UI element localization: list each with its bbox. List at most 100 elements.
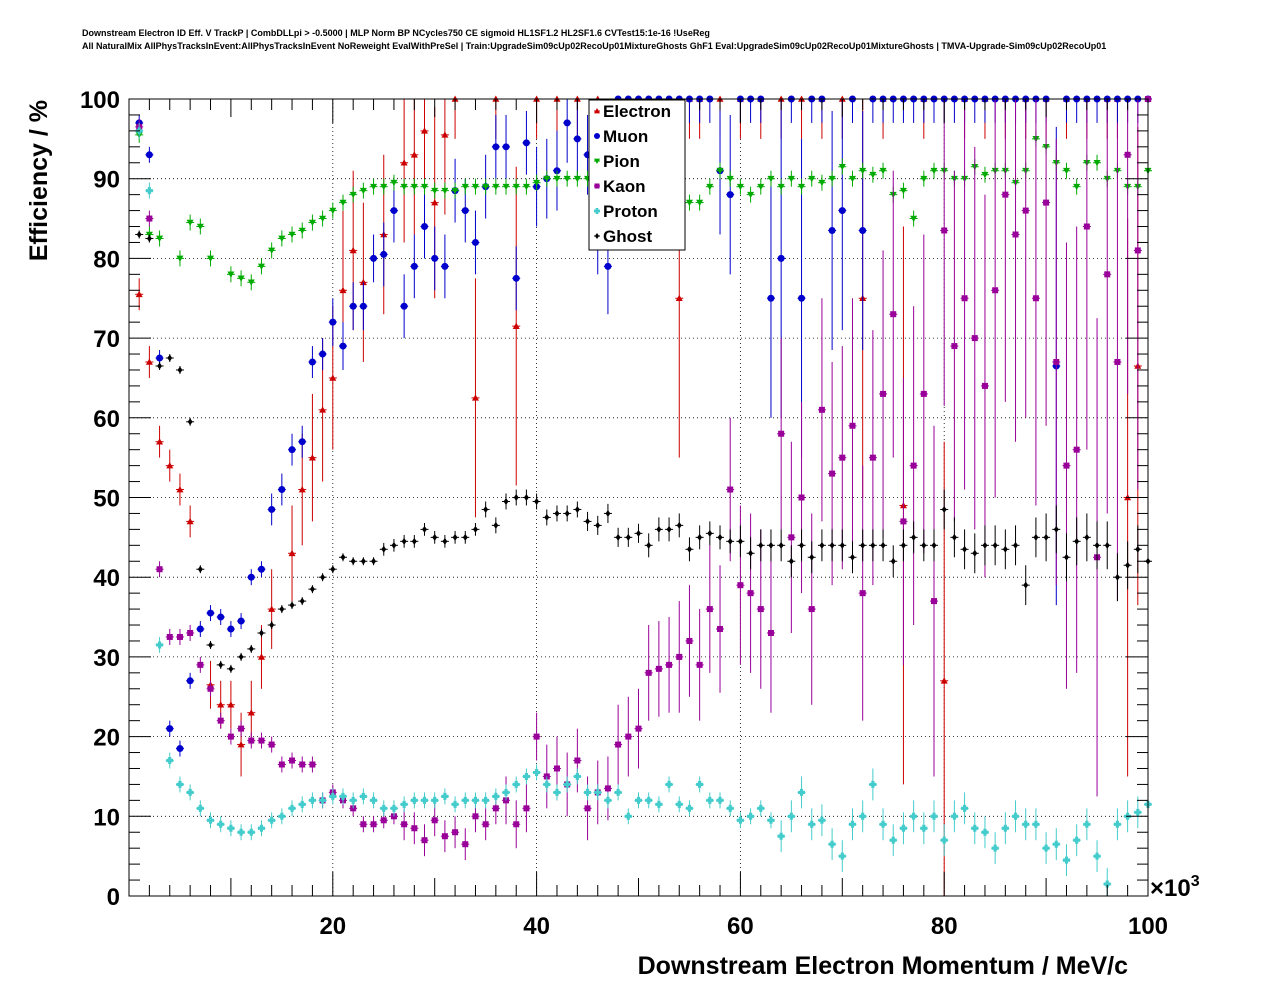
ghost-point [1074, 537, 1080, 545]
pion-point [767, 175, 775, 183]
kaon-point [971, 335, 978, 342]
proton-point [961, 804, 969, 812]
ghost-point [320, 573, 326, 581]
pion-point [910, 215, 918, 223]
proton-point [492, 792, 500, 800]
kaon-point [706, 606, 713, 613]
ghost-point [951, 533, 957, 541]
legend-label-kaon: Kaon [603, 177, 646, 196]
kaon-point [207, 685, 214, 692]
proton-point [838, 852, 846, 860]
muon-point [186, 677, 194, 685]
proton-point [1042, 844, 1050, 852]
ghost-point [167, 354, 173, 362]
pion-point [553, 175, 561, 183]
muon-point [196, 625, 204, 633]
proton-point [726, 804, 734, 812]
pion-point [400, 183, 408, 191]
muon-point [492, 143, 500, 151]
x-tick-label: 80 [931, 913, 958, 940]
kaon-point [533, 733, 540, 740]
proton-point [308, 796, 316, 804]
electron-point [421, 127, 429, 134]
proton-point [950, 812, 958, 820]
proton-point [828, 840, 836, 848]
kaon-point [655, 665, 662, 672]
kaon-point [839, 454, 846, 461]
ghost-point [350, 557, 356, 565]
muon-point [400, 302, 408, 310]
proton-point [1022, 820, 1030, 828]
proton-point [176, 780, 184, 788]
ghost-point [921, 541, 927, 549]
ghost-point [1064, 553, 1069, 561]
muon-point [217, 613, 225, 621]
proton-point [217, 820, 225, 828]
pion-point [227, 271, 235, 278]
proton-point [787, 812, 795, 820]
electron-point [298, 486, 306, 493]
kaon-point [421, 837, 428, 844]
electron-point [237, 741, 245, 748]
kaon-point [1124, 151, 1131, 158]
kaon-point [604, 785, 611, 792]
pion-point [838, 163, 846, 171]
pion-point [798, 183, 806, 191]
pion-point [777, 183, 785, 191]
ghost-point [574, 505, 580, 513]
pion-point [308, 219, 316, 227]
kaon-point [757, 606, 764, 613]
pion-point [716, 167, 724, 175]
kaon-point [197, 661, 204, 668]
legend-box [588, 99, 686, 251]
proton-point [553, 788, 561, 796]
kaon-point [808, 606, 815, 613]
legend-marker-ghost [594, 233, 600, 239]
proton-point [329, 792, 337, 800]
electron-point [940, 677, 948, 684]
kaon-point [238, 725, 245, 732]
proton-point [339, 792, 347, 800]
kaon-point [1043, 199, 1050, 206]
kaon-point [880, 390, 887, 397]
pion-point [879, 167, 887, 175]
ghost-point [1043, 533, 1049, 541]
muon-point [308, 358, 316, 366]
ghost-point [544, 513, 550, 521]
proton-point [400, 800, 408, 808]
ghost-point [646, 541, 652, 549]
kaon-point [778, 430, 785, 437]
kaon-point [931, 598, 938, 605]
proton-point [502, 788, 510, 796]
kaon-point [696, 661, 703, 668]
kaon-point [869, 454, 876, 461]
pion-point [298, 227, 306, 235]
ghost-point [269, 621, 275, 629]
electron-point [268, 605, 276, 612]
ghost-point [340, 553, 346, 561]
kaon-point [727, 486, 734, 493]
proton-series [135, 122, 1152, 896]
electron-point [675, 294, 683, 302]
kaon-point [299, 761, 306, 768]
pion-point [747, 191, 755, 199]
muon-point [410, 262, 418, 270]
electron-point [319, 406, 327, 413]
kaon-point [1134, 247, 1141, 254]
proton-point [298, 800, 306, 808]
muon-point [390, 207, 398, 215]
kaon-point [1063, 462, 1070, 469]
proton-point [920, 824, 928, 832]
pion-point [573, 175, 581, 183]
kaon-point [645, 669, 652, 676]
kaon-point [360, 821, 367, 828]
kaon-point [625, 733, 632, 740]
kaon-point [492, 805, 499, 812]
proton-point [798, 788, 806, 796]
proton-point [441, 792, 449, 800]
kaon-point [1073, 446, 1080, 453]
kaon-point [146, 215, 153, 222]
kaon-point [1032, 295, 1039, 302]
ghost-point [1094, 541, 1100, 549]
legend-item-kaon: Kaon [594, 177, 646, 196]
